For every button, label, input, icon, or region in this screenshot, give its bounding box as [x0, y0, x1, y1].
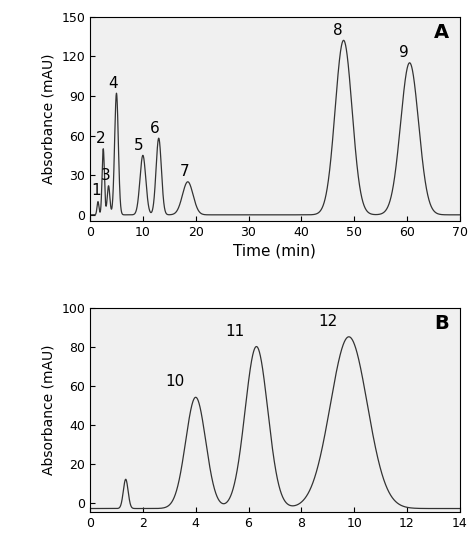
Text: 9: 9 — [400, 45, 409, 60]
Text: 5: 5 — [134, 138, 144, 153]
Text: 2: 2 — [96, 131, 105, 146]
Text: 1: 1 — [91, 182, 100, 198]
Text: A: A — [434, 23, 449, 42]
Text: 11: 11 — [226, 324, 245, 339]
Text: 6: 6 — [150, 121, 159, 136]
X-axis label: Time (min): Time (min) — [234, 244, 316, 258]
Y-axis label: Absorbance (mAU): Absorbance (mAU) — [42, 345, 56, 475]
Text: 12: 12 — [318, 314, 337, 329]
Text: 10: 10 — [165, 375, 184, 390]
Text: B: B — [434, 314, 449, 333]
Text: 3: 3 — [101, 168, 111, 183]
Y-axis label: Absorbance (mAU): Absorbance (mAU) — [42, 54, 56, 184]
Text: 8: 8 — [334, 23, 343, 37]
Text: 7: 7 — [179, 164, 189, 179]
Text: 4: 4 — [108, 75, 118, 90]
